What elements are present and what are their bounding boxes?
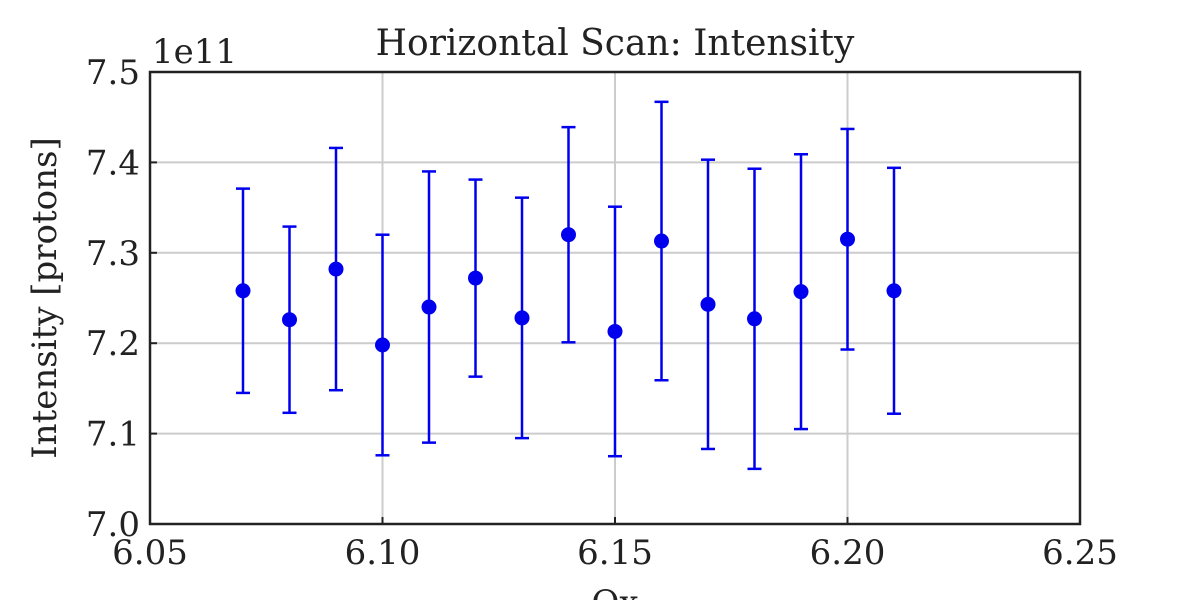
data-point — [654, 233, 669, 249]
y-tick-label: 7.5 — [86, 53, 140, 93]
data-point — [375, 337, 390, 353]
x-tick-label: 6.10 — [345, 533, 421, 573]
x-tick-label: 6.25 — [1042, 533, 1118, 573]
y-offset-label: 1e11 — [152, 32, 237, 72]
x-axis-label: Qx — [591, 583, 638, 600]
x-tick-label: 6.05 — [112, 533, 188, 573]
data-point — [700, 296, 716, 312]
x-axis-ticks: 6.05 6.10 6.15 6.20 6.25 — [112, 517, 1118, 573]
chart-title: Horizontal Scan: Intensity — [376, 23, 855, 64]
data-point — [886, 283, 902, 299]
y-tick-label: 7.4 — [86, 143, 140, 183]
data-point — [607, 323, 623, 339]
data-point — [468, 270, 483, 286]
data-point — [747, 311, 762, 327]
data-point — [421, 299, 437, 315]
data-point — [235, 283, 251, 299]
x-tick-label: 6.15 — [577, 533, 653, 573]
y-axis-ticks: 7.0 7.1 7.2 7.3 7.4 7.5 — [86, 53, 157, 545]
y-tick-label: 7.1 — [86, 415, 140, 455]
y-tick-label: 7.3 — [86, 234, 140, 274]
data-points — [235, 227, 902, 353]
data-point — [328, 261, 344, 277]
data-point — [793, 284, 809, 300]
data-point — [561, 227, 576, 243]
x-tick-label: 6.20 — [810, 533, 886, 573]
data-point — [282, 312, 297, 328]
y-tick-label: 7.2 — [86, 324, 140, 364]
y-tick-label: 7.0 — [86, 505, 140, 545]
y-axis-label: Intensity [protons] — [25, 137, 65, 459]
data-point — [840, 231, 855, 247]
data-point — [514, 310, 530, 326]
